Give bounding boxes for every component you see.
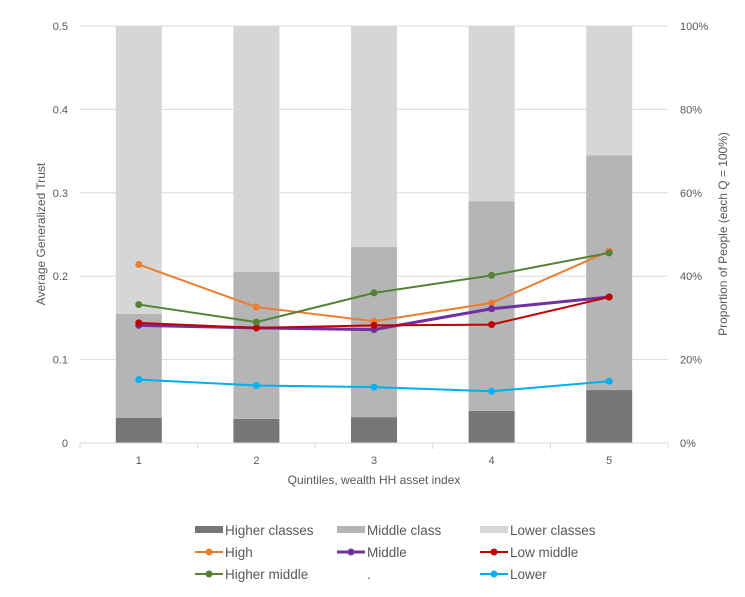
legend: Higher classes Middle class Lower classes H… xyxy=(195,523,596,582)
point-lower xyxy=(252,381,260,389)
legend-swatch-lower-classes xyxy=(480,526,508,533)
legend-label: . xyxy=(367,567,371,582)
legend-swatch-higher-classes xyxy=(195,526,223,533)
bar-lower-classes xyxy=(233,26,280,273)
x-tick-label: 3 xyxy=(371,455,377,467)
bar-higher-classes xyxy=(468,410,515,443)
y2-axis-title: Proportion of People (each Q = 100%) xyxy=(716,132,730,336)
bar-higher-classes xyxy=(115,417,162,443)
x-axis-title: Quintiles, wealth HH asset index xyxy=(288,473,461,487)
x-tick-label: 4 xyxy=(489,455,495,467)
bars xyxy=(115,26,633,443)
legend-label: Lower classes xyxy=(510,523,596,538)
legend-swatch-middle-class xyxy=(337,526,365,533)
lines xyxy=(135,247,613,395)
legend-label: High xyxy=(225,545,253,560)
y-axis-title: Average Generalized Trust xyxy=(34,162,48,305)
point-low-middle xyxy=(605,293,613,301)
y-tick-label: 0.1 xyxy=(53,355,68,367)
point-higher-middle xyxy=(370,289,378,297)
point-lower xyxy=(605,377,613,385)
bar-middle-class xyxy=(586,155,633,391)
x-tick-label: 1 xyxy=(136,455,142,467)
point-low-middle xyxy=(488,321,496,329)
legend-label: Higher middle xyxy=(225,567,308,582)
point-low-middle xyxy=(252,324,260,332)
legend-label: Low middle xyxy=(510,545,578,560)
y2-tick-label: 100% xyxy=(680,21,708,33)
y2-tick-label: 60% xyxy=(680,188,702,200)
point-higher-middle xyxy=(605,249,613,257)
point-low-middle xyxy=(370,321,378,329)
y-tick-label: 0.2 xyxy=(53,271,68,283)
point-higher-middle xyxy=(488,271,496,279)
x-tick-label: 5 xyxy=(606,455,612,467)
point-lower xyxy=(135,376,143,384)
point-higher-middle xyxy=(252,318,260,326)
axes: 0 0.1 0.2 0.3 0.4 0.5 0% 20% 40% 60% 80% 100% 1 2 3 4 5 xyxy=(53,21,709,467)
y-tick-label: 0 xyxy=(62,438,68,450)
y2-tick-label: 20% xyxy=(680,355,702,367)
legend-label: Lower xyxy=(510,567,547,582)
point-low-middle xyxy=(135,319,143,327)
legend-marker-higher-middle xyxy=(205,570,213,578)
legend-label: Middle class xyxy=(367,523,442,538)
y2-tick-label: 40% xyxy=(680,271,702,283)
y2-tick-label: 0% xyxy=(680,438,696,450)
x-tick-label: 2 xyxy=(253,455,259,467)
legend-label: Higher classes xyxy=(225,523,314,538)
point-higher-middle xyxy=(135,301,143,309)
point-high xyxy=(135,261,143,269)
bar-higher-classes xyxy=(351,417,397,443)
bar-higher-classes xyxy=(586,390,633,443)
legend-marker-middle xyxy=(347,548,355,556)
y-tick-label: 0.5 xyxy=(53,21,68,33)
point-high xyxy=(252,303,260,311)
y2-tick-label: 80% xyxy=(680,104,702,116)
bar-lower-classes xyxy=(351,26,397,248)
bar-lower-classes xyxy=(468,26,515,202)
point-lower xyxy=(370,383,378,391)
legend-marker-high xyxy=(205,548,213,556)
point-middle xyxy=(488,305,496,313)
bar-middle-class xyxy=(115,313,162,418)
bar-middle-class xyxy=(233,272,280,419)
y-tick-label: 0.4 xyxy=(53,104,68,116)
bar-lower-classes xyxy=(586,26,633,156)
legend-marker-lower xyxy=(490,570,498,578)
point-high xyxy=(488,299,496,307)
legend-label: Middle xyxy=(367,545,407,560)
legend-marker-low-middle xyxy=(490,548,498,556)
point-lower xyxy=(488,387,496,395)
y-tick-label: 0.3 xyxy=(53,188,68,200)
bar-higher-classes xyxy=(233,418,280,443)
